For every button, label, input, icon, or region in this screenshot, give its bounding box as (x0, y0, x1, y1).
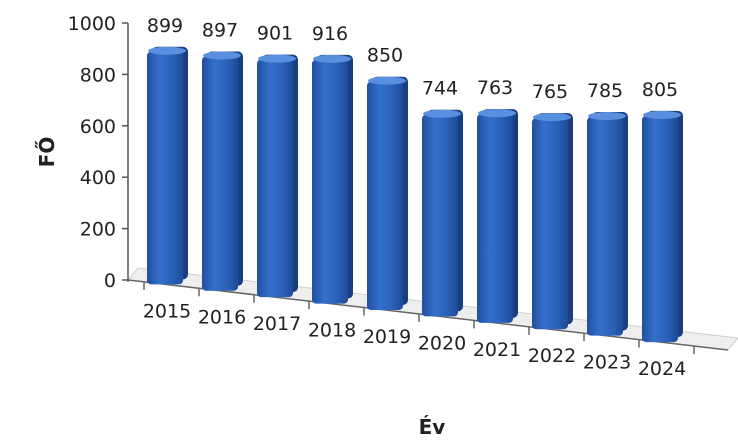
x-tick-label-2022: 2022 (528, 345, 576, 367)
x-axis-title: Év (419, 415, 446, 439)
bar-2024 (642, 110, 683, 343)
x-tick-label-2021: 2021 (473, 339, 521, 361)
y-tick-label: 0 (104, 270, 116, 292)
x-tick-label-2017: 2017 (253, 313, 301, 335)
y-tick-label: 200 (80, 219, 116, 241)
bar-2019 (367, 76, 408, 310)
data-label-2020: 744 (422, 78, 458, 100)
data-label-2023: 785 (587, 80, 623, 102)
bar-2020 (422, 109, 463, 317)
x-tick-label-2024: 2024 (638, 358, 686, 380)
data-labels: 899 2015 897 2016 901 2017 916 2018 850 2019 744 20… (143, 15, 686, 380)
x-tick-label-2023: 2023 (583, 352, 631, 374)
bar-2022 (532, 113, 573, 330)
x-tick-label-2020: 2020 (418, 332, 466, 354)
y-tick-label: 1000 (68, 13, 116, 35)
x-tick-label-2016: 2016 (198, 307, 246, 329)
bar-2015 (147, 46, 188, 285)
data-label-2015: 899 (147, 15, 183, 37)
y-tick-label: 800 (80, 64, 116, 86)
data-label-2018: 916 (312, 23, 348, 45)
bar-2016 (202, 51, 243, 291)
y-tick-label: 600 (80, 116, 116, 138)
data-label-2021: 763 (477, 77, 513, 99)
bar-2021 (477, 109, 518, 323)
data-label-2016: 897 (202, 19, 238, 41)
x-tick-label-2015: 2015 (143, 300, 191, 322)
y-axis-title: FŐ (35, 137, 59, 168)
bar-2018 (312, 54, 353, 304)
data-label-2024: 805 (642, 79, 678, 101)
bar-2023 (587, 112, 628, 336)
data-label-2022: 765 (532, 81, 568, 103)
x-tick-label-2018: 2018 (308, 320, 356, 342)
bar-2017 (257, 54, 298, 298)
y-tick-label: 400 (80, 167, 116, 189)
axes: 0 200 400 600 800 1000 (68, 13, 729, 355)
bars (147, 46, 683, 343)
data-label-2019: 850 (367, 45, 403, 67)
x-tick-label-2019: 2019 (363, 326, 411, 348)
data-label-2017: 901 (257, 23, 293, 45)
